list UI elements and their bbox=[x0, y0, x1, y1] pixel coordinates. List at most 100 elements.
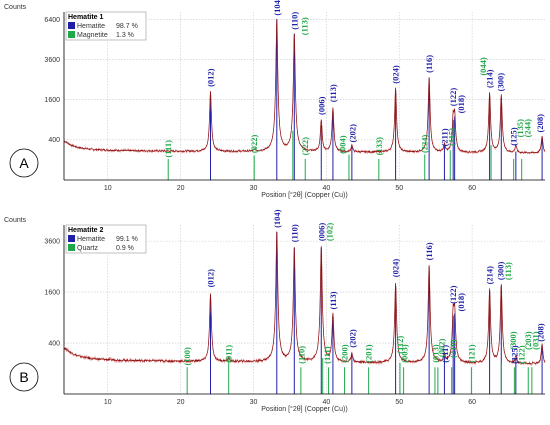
peak-label: (022) bbox=[249, 134, 259, 153]
peak-label: (102) bbox=[324, 223, 334, 242]
peak-label: (111) bbox=[163, 140, 173, 158]
y-axis-label: Counts bbox=[4, 4, 27, 11]
diffraction-trace bbox=[63, 19, 546, 154]
legend-swatch bbox=[68, 31, 75, 38]
legend-swatch bbox=[68, 22, 75, 29]
legend-entry-value: 98.7 % bbox=[116, 23, 138, 30]
x-tick-label: 30 bbox=[250, 399, 258, 406]
diffraction-trace bbox=[63, 231, 546, 365]
peak-label: (110) bbox=[289, 12, 299, 30]
peak-label: (300) bbox=[508, 331, 518, 350]
peak-label: (013) bbox=[431, 344, 441, 363]
x-axis-label: Position [°2θ] (Copper (Cu)) bbox=[261, 191, 347, 199]
peak-label: (031) bbox=[531, 331, 541, 350]
peak-label: (100) bbox=[182, 347, 192, 366]
peak-label: (115) bbox=[447, 128, 457, 146]
peak-label: (125) bbox=[509, 345, 519, 364]
legend-swatch bbox=[68, 235, 75, 242]
peak-label: (224) bbox=[420, 134, 430, 153]
peak-label: (121) bbox=[466, 344, 476, 363]
xrd-panel-b: 400 1600 3600 10 20 30 40 50 60 (100) (012) (011) (1… bbox=[4, 209, 546, 413]
x-tick-label: 50 bbox=[395, 185, 403, 192]
peak-label: (003) bbox=[399, 344, 409, 363]
y-axis-label: Counts bbox=[4, 217, 27, 224]
peak-label: (113) bbox=[300, 17, 310, 35]
peak-label: (110) bbox=[297, 346, 307, 364]
legend-box bbox=[65, 224, 147, 254]
peak-label: (012) bbox=[205, 68, 215, 87]
peak-label: (202) bbox=[348, 329, 358, 348]
peak-label: (110) bbox=[289, 224, 299, 242]
legend-entry-value: 99.1 % bbox=[116, 236, 138, 243]
peak-label: (201) bbox=[364, 344, 374, 363]
x-tick-label: 30 bbox=[250, 185, 258, 192]
peak-label: (214) bbox=[485, 69, 495, 88]
peak-label: (202) bbox=[348, 124, 358, 143]
panel-label-circle bbox=[9, 148, 39, 178]
peak-label: (012) bbox=[205, 269, 215, 288]
peak-label: (004) bbox=[337, 135, 347, 154]
legend-entry-value: 0.9 % bbox=[116, 245, 134, 252]
peak-label: (210) bbox=[448, 339, 458, 358]
peak-label: (116) bbox=[424, 55, 434, 73]
x-tick-label: 60 bbox=[468, 185, 476, 192]
peak-label: (113) bbox=[328, 291, 338, 309]
x-tick-label: 20 bbox=[177, 399, 185, 406]
peak-label: (214) bbox=[485, 266, 495, 285]
peak-label: (222) bbox=[300, 137, 310, 156]
legend-entry-name: Magnetite bbox=[77, 32, 108, 39]
peak-label: (113) bbox=[328, 84, 338, 102]
y-tick-label: 6400 bbox=[44, 17, 60, 24]
peak-label: (211) bbox=[440, 345, 450, 363]
peak-label: (211) bbox=[439, 128, 449, 146]
legend-title: Hematite 1 bbox=[68, 14, 104, 21]
legend-entry-name: Hematite bbox=[77, 236, 105, 243]
y-tick-label: 1600 bbox=[44, 97, 60, 104]
y-tick-label: 400 bbox=[48, 340, 60, 347]
legend-title: Hematite 2 bbox=[68, 227, 104, 234]
peak-label: (006) bbox=[316, 96, 326, 115]
peak-label: (018) bbox=[456, 95, 466, 114]
peak-label: (208) bbox=[536, 323, 546, 342]
y-tick-label: 400 bbox=[48, 137, 60, 144]
peak-label: (244) bbox=[523, 119, 533, 138]
x-axis-label: Position [°2θ] (Copper (Cu)) bbox=[261, 405, 347, 413]
peak-label: (113) bbox=[503, 262, 513, 280]
x-tick-label: 20 bbox=[177, 185, 185, 192]
peak-label: (300) bbox=[496, 73, 506, 92]
peak-label: (011) bbox=[224, 345, 234, 363]
peak-label: (018) bbox=[456, 293, 466, 312]
peak-label: (208) bbox=[535, 114, 545, 133]
panel-label: A bbox=[19, 155, 29, 171]
peak-label: (300) bbox=[496, 261, 506, 280]
peak-label: (002) bbox=[437, 338, 447, 357]
x-tick-label: 10 bbox=[104, 185, 112, 192]
y-tick-label: 3600 bbox=[44, 57, 60, 64]
peak-label: (200) bbox=[340, 344, 350, 363]
peak-label: (135) bbox=[515, 119, 525, 138]
peak-label: (024) bbox=[391, 65, 401, 84]
legend-entry-name: Quartz bbox=[77, 245, 99, 252]
peak-label: (203) bbox=[523, 331, 533, 350]
y-tick-label: 3600 bbox=[44, 239, 60, 246]
peak-label: (006) bbox=[316, 223, 326, 242]
peak-label: (104) bbox=[272, 0, 282, 16]
x-tick-label: 60 bbox=[468, 399, 476, 406]
x-tick-label: 10 bbox=[104, 399, 112, 406]
legend-entry-name: Hematite bbox=[77, 23, 105, 30]
x-tick-label: 40 bbox=[322, 399, 330, 406]
peak-label: (104) bbox=[272, 209, 282, 228]
peak-label: (116) bbox=[424, 242, 434, 260]
peak-label: (125) bbox=[509, 127, 519, 146]
peak-label: (122) bbox=[448, 88, 458, 107]
peak-label: (112) bbox=[395, 336, 405, 354]
peak-label: (111) bbox=[322, 346, 332, 364]
peak-label: (044) bbox=[478, 57, 488, 76]
x-tick-label: 40 bbox=[322, 185, 330, 192]
y-tick-label: 1600 bbox=[44, 289, 60, 296]
panel-label-circle bbox=[9, 362, 39, 392]
peak-label: (122) bbox=[517, 345, 527, 364]
peak-label: (024) bbox=[391, 259, 401, 278]
peak-label: (133) bbox=[374, 137, 384, 156]
